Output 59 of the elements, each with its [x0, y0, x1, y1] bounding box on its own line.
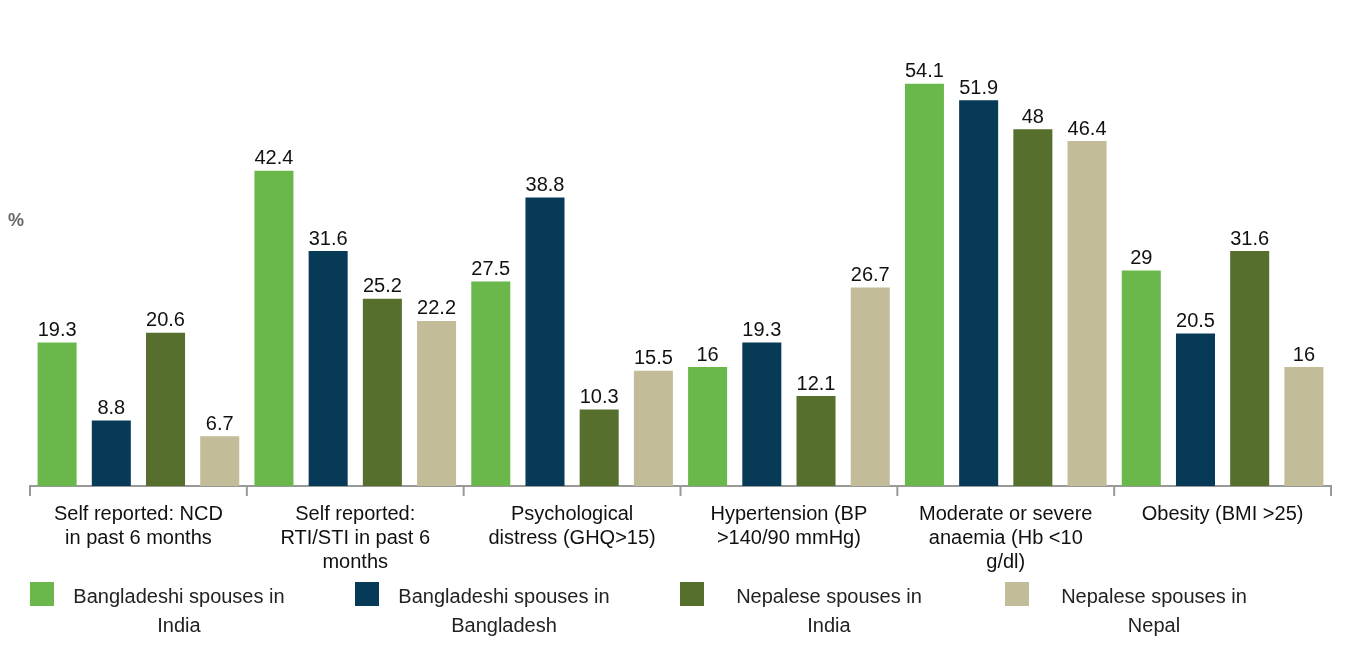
- bar: [417, 320, 457, 486]
- legend-label: Bangladeshi spouses in India: [72, 584, 286, 638]
- bar: [1067, 141, 1107, 486]
- data-label: 46.4: [1067, 116, 1107, 139]
- data-label: 22.2: [417, 296, 457, 319]
- bar: [146, 332, 186, 486]
- y-axis-title: %: [8, 210, 25, 231]
- bar: [471, 281, 511, 486]
- bar: [688, 367, 728, 486]
- data-label: 31.6: [308, 226, 348, 249]
- data-label: 19.3: [37, 318, 77, 341]
- data-label: 42.4: [254, 146, 294, 169]
- bar: [579, 409, 619, 486]
- data-label: 29: [1130, 245, 1153, 268]
- bar: [850, 287, 890, 486]
- bar: [525, 197, 565, 486]
- data-label: 27.5: [471, 257, 511, 280]
- bar: [904, 83, 944, 486]
- data-label: 16: [696, 342, 719, 365]
- bar: [1230, 251, 1270, 486]
- bar: [308, 251, 348, 486]
- x-tick-label: Hypertension (BP >140/90 mmHg): [710, 501, 868, 548]
- legend-label: Bangladeshi spouses in Bangladesh: [397, 584, 611, 638]
- bar: [1284, 367, 1324, 486]
- bar: [254, 170, 294, 486]
- bar: [633, 370, 673, 486]
- data-label: 20.6: [146, 308, 185, 331]
- bar: [1175, 333, 1215, 486]
- x-tick-label: Self reported: NCD in past 6 months: [53, 501, 223, 548]
- data-label: 48: [1021, 104, 1044, 127]
- bar: [1013, 129, 1053, 486]
- data-label: 54.1: [904, 59, 944, 82]
- bar: [959, 100, 999, 486]
- bar: [1121, 270, 1161, 486]
- data-label: 26.7: [850, 263, 890, 286]
- data-label: 8.8: [97, 396, 126, 419]
- x-tick-label: Obesity (BMI >25): [1141, 501, 1304, 524]
- data-label: 25.2: [362, 274, 402, 297]
- data-label: 19.3: [742, 318, 782, 341]
- data-label: 10.3: [579, 384, 619, 407]
- bar: [742, 342, 782, 486]
- data-label: 38.8: [525, 173, 565, 196]
- bar: [796, 396, 836, 486]
- data-label: 12.1: [796, 371, 836, 394]
- data-label: 31.6: [1230, 226, 1270, 249]
- bar: [200, 436, 240, 486]
- legend-label: Nepalese spouses in Nepal: [1060, 584, 1248, 638]
- bar: [362, 298, 402, 486]
- x-tick-label: Moderate or severe anaemia (Hb <10 g/dl): [919, 501, 1093, 572]
- data-label: 15.5: [633, 346, 673, 369]
- data-label: 20.5: [1176, 309, 1215, 332]
- data-label: 16: [1292, 342, 1316, 365]
- x-tick-label: Psychological distress (GHQ>15): [488, 501, 656, 548]
- legend-label: Nepalese spouses in India: [735, 584, 923, 638]
- data-label: 51.9: [959, 75, 999, 98]
- data-label: 6.7: [205, 411, 234, 434]
- bar: [91, 420, 131, 486]
- x-tick-label: Self reported: RTI/STI in past 6 months: [280, 501, 431, 572]
- bar: [37, 342, 77, 486]
